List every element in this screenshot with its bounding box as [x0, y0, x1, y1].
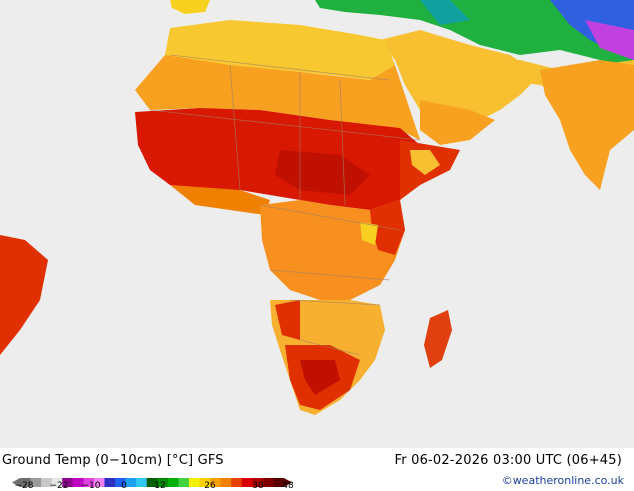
europe-asia-land	[315, 0, 634, 70]
angola-west-hot	[275, 300, 300, 340]
botswana-hot-core	[300, 360, 340, 395]
scale-swatch	[146, 478, 158, 487]
scale-swatch	[51, 478, 63, 487]
himalaya-cold-region	[585, 20, 634, 60]
scale-swatch	[273, 478, 285, 487]
legend-tick: 26	[204, 481, 216, 491]
scale-swatch	[178, 478, 190, 487]
scale-swatch	[30, 478, 42, 487]
north-africa-land	[165, 20, 395, 80]
iberia-land	[170, 0, 210, 14]
scale-swatch	[125, 478, 137, 487]
legend-tick: 0	[121, 481, 127, 491]
south-america-land	[0, 235, 48, 355]
legend-tick: 48	[282, 481, 294, 491]
country-borders	[149, 54, 421, 356]
madagascar-land	[424, 310, 452, 368]
scale-swatch	[252, 478, 264, 487]
sudan-hot-core	[275, 150, 370, 195]
scale-swatch	[241, 478, 253, 487]
scale-swatch	[72, 478, 84, 487]
scale-swatch	[210, 478, 222, 487]
scale-swatch	[104, 478, 116, 487]
ethiopian-highlands	[410, 150, 440, 175]
scale-swatch	[62, 478, 74, 487]
map-title: Ground Temp (0−10cm) [°C] GFS	[2, 453, 224, 468]
scale-swatch	[115, 478, 127, 487]
guinea-coast-land	[170, 185, 270, 215]
yemen-oman-land	[420, 100, 495, 145]
scale-arrow-left	[12, 478, 20, 487]
sahara-land	[135, 55, 420, 140]
scale-swatch	[167, 478, 179, 487]
scale-swatch	[83, 478, 95, 487]
turkey-land	[420, 0, 470, 25]
scale-swatch	[262, 478, 274, 487]
scale-swatch	[41, 478, 53, 487]
color-scale-legend	[12, 472, 292, 491]
color-scale-bar	[12, 478, 292, 487]
scale-swatch	[231, 478, 243, 487]
scale-swatch	[136, 478, 148, 487]
legend-tick: −10	[81, 481, 101, 491]
scale-swatch	[220, 478, 232, 487]
credit-link[interactable]: ©weatheronline.co.uk	[501, 474, 624, 487]
weather-map	[0, 0, 634, 448]
valid-datetime: Fr 06-02-2026 03:00 UTC (06+45)	[394, 453, 622, 468]
scale-swatch	[188, 478, 201, 487]
lake-victoria-region	[360, 222, 378, 245]
scale-swatch	[199, 478, 211, 487]
scale-swatch	[20, 478, 32, 487]
footer-bar: Ground Temp (0−10cm) [°C] GFS Fr 06-02-2…	[0, 448, 634, 491]
scale-swatch	[157, 478, 169, 487]
legend-tick: 38	[252, 481, 264, 491]
scale-swatch	[93, 478, 105, 487]
scale-arrow-right	[284, 478, 292, 487]
map-svg	[0, 0, 634, 415]
india-land	[540, 60, 634, 190]
legend-tick: 12	[154, 481, 166, 491]
legend-tick: −28	[14, 481, 34, 491]
legend-tick: −22	[49, 481, 69, 491]
